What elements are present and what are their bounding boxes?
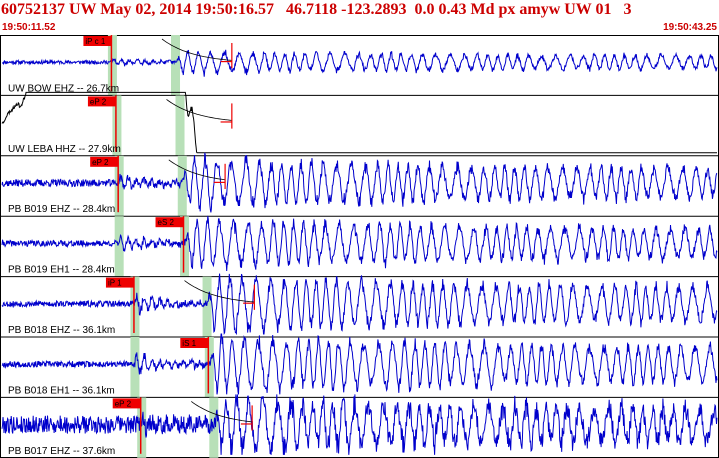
p-window	[137, 397, 147, 458]
waveform-trace	[1, 394, 718, 455]
station-label: UW LEBA HHZ -- 27.9km	[8, 144, 121, 155]
pick-flag	[83, 36, 112, 46]
p-window	[114, 216, 124, 277]
event-title: 60752137 UW May 02, 2014 19:50:16.57 46.…	[1, 1, 632, 18]
waveform-trace	[1, 91, 717, 154]
coda-curve	[168, 159, 226, 181]
pick-flag	[90, 156, 119, 167]
pick-label: iS 1	[182, 339, 196, 348]
pick-label: eP 2	[92, 158, 109, 167]
pick-label: eS 2	[158, 218, 175, 227]
waveform-trace	[1, 152, 718, 213]
station-label: PB B018 EH1 -- 36.1km	[8, 385, 115, 396]
pick-flag	[180, 338, 209, 348]
pick-flag	[112, 398, 141, 409]
station-label: PB B017 EHZ -- 37.6km	[8, 446, 115, 457]
s-window	[202, 276, 212, 337]
pick-label: iP 1	[108, 279, 122, 288]
station-label: PB B019 EH1 -- 28.4km	[8, 265, 115, 276]
coda-curve	[184, 280, 255, 303]
start-time-label: 19:50:11.52	[2, 22, 56, 33]
waveform-trace	[1, 215, 718, 272]
waveform-trace	[1, 273, 718, 336]
p-window	[107, 35, 117, 96]
s-window	[204, 337, 214, 398]
s-window	[175, 95, 185, 156]
p-window	[130, 276, 140, 337]
coda-curve	[191, 401, 253, 423]
waveform-trace	[1, 49, 718, 77]
p-window	[112, 95, 122, 156]
pick-label: eP 2	[115, 399, 132, 408]
pick-label: eP 2	[90, 97, 107, 106]
s-window	[180, 216, 190, 277]
s-window	[171, 35, 181, 96]
waveform-trace	[1, 333, 718, 395]
end-time-label: 19:50:43.25	[663, 22, 717, 33]
pick-label: iP c 1	[85, 37, 105, 46]
coda-curve	[161, 38, 232, 61]
coda-curve	[166, 99, 232, 121]
station-label: PB B018 EHZ -- 36.1km	[8, 325, 115, 336]
pick-flag	[155, 217, 184, 228]
station-label: PB B019 EHZ -- 28.4km	[8, 204, 115, 215]
pick-flag	[105, 277, 134, 288]
s-window	[177, 155, 187, 217]
station-label: UW BOW EHZ -- 26.7km	[8, 83, 119, 94]
p-window	[114, 155, 124, 217]
pick-flag	[87, 96, 116, 107]
